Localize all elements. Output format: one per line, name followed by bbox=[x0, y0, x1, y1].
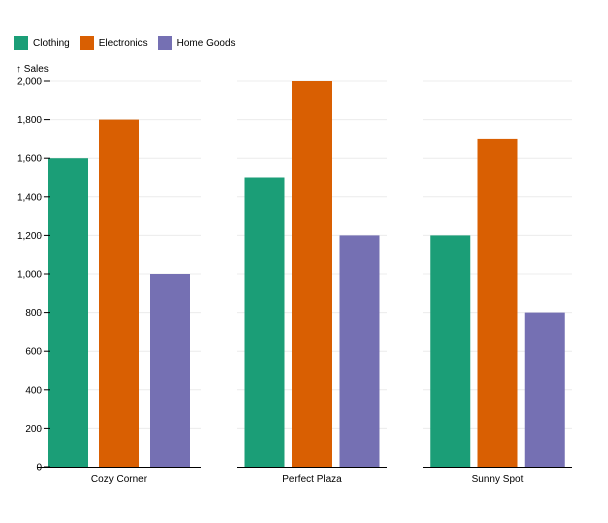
y-tick-label-1200: 1,200 bbox=[17, 231, 42, 242]
y-tick-label-400: 400 bbox=[25, 385, 42, 396]
y-axis-label: ↑ Sales bbox=[16, 64, 49, 75]
y-tick-label-800: 800 bbox=[25, 308, 42, 319]
bar-electronics-perfect-plaza[interactable] bbox=[292, 81, 332, 467]
bar-home-goods-sunny-spot[interactable] bbox=[524, 312, 565, 467]
bars-layer bbox=[48, 81, 565, 467]
y-tick-label-2000: 2,000 bbox=[17, 77, 42, 88]
legend-item-electronics: Electronics bbox=[79, 36, 148, 50]
legend-swatch-home-goods bbox=[157, 36, 172, 50]
bar-clothing-perfect-plaza[interactable] bbox=[244, 177, 285, 468]
y-tick-label-200: 200 bbox=[25, 424, 42, 435]
bar-home-goods-perfect-plaza[interactable] bbox=[339, 235, 380, 467]
y-tick-label-1800: 1,800 bbox=[17, 115, 42, 126]
legend-label-home-goods: Home Goods bbox=[176, 37, 236, 49]
x-tick-label-perfect-plaza: Perfect Plaza bbox=[282, 474, 342, 485]
legend-swatch-clothing bbox=[14, 36, 28, 50]
x-tick-label-sunny-spot: Sunny Spot bbox=[472, 474, 524, 485]
legend-swatch-electronics bbox=[79, 36, 94, 50]
legend-label-clothing: Clothing bbox=[33, 37, 70, 49]
bar-electronics-sunny-spot[interactable] bbox=[477, 138, 518, 467]
y-tick-label-1000: 1,000 bbox=[17, 270, 42, 281]
legend-item-clothing: Clothing bbox=[14, 36, 70, 50]
chart-legend: Clothing Electronics Home Goods bbox=[14, 36, 246, 50]
y-tick-label-1400: 1,400 bbox=[17, 192, 42, 203]
x-tick-label-cozy-corner: Cozy Corner bbox=[91, 474, 148, 485]
legend-label-electronics: Electronics bbox=[98, 37, 148, 49]
y-tick-label-600: 600 bbox=[25, 347, 42, 358]
x-axis: Cozy Corner Perfect Plaza Sunny Spot bbox=[37, 467, 572, 485]
bar-electronics-cozy-corner[interactable] bbox=[99, 119, 139, 467]
y-axis: ↑ Sales 02004006008001,0001,2001,4001,60… bbox=[16, 64, 50, 474]
bar-clothing-sunny-spot[interactable] bbox=[430, 235, 471, 467]
y-tick-label-1600: 1,600 bbox=[17, 154, 42, 165]
legend-item-home-goods: Home Goods bbox=[157, 36, 236, 50]
bar-clothing-cozy-corner[interactable] bbox=[48, 158, 88, 467]
bar-home-goods-cozy-corner[interactable] bbox=[150, 274, 190, 467]
